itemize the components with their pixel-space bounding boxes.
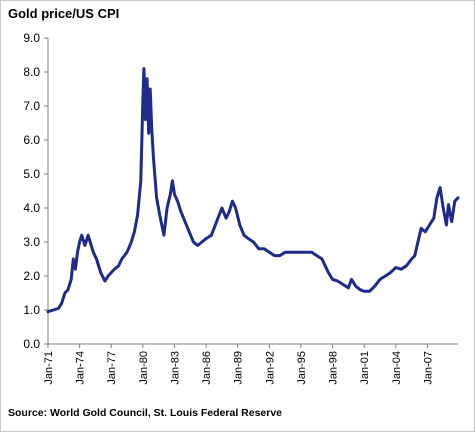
x-tick-label: Jan-80 xyxy=(138,351,150,385)
x-tick-label: Jan-74 xyxy=(75,351,87,385)
x-tick-label: Jan-07 xyxy=(422,351,434,385)
x-tick-label: Jan-86 xyxy=(201,351,213,385)
x-axis-ticks: Jan-71 Jan-74 Jan-77 Jan-80 Jan-83 Jan-86 Jan-… xyxy=(43,344,434,385)
gold-cpi-series-line xyxy=(46,67,460,314)
x-tick-label: Jan-77 xyxy=(106,351,118,385)
y-tick-label: 1.0 xyxy=(23,303,40,317)
chart-title: Gold price/US CPI xyxy=(8,6,120,21)
y-tick-label: 2.0 xyxy=(23,269,40,283)
x-tick-label: Jan-89 xyxy=(233,351,245,385)
x-tick-label: Jan-83 xyxy=(169,351,181,385)
y-tick-label: 0.0 xyxy=(23,337,40,351)
x-tick-label: Jan-98 xyxy=(328,351,340,385)
x-tick-label: Jan-92 xyxy=(264,351,276,385)
chart-source: Source: World Gold Council, St. Louis Fe… xyxy=(8,407,283,419)
x-tick-label: Jan-71 xyxy=(43,351,55,385)
y-tick-label: 6.0 xyxy=(23,133,40,147)
y-tick-label: 3.0 xyxy=(23,235,40,249)
x-tick-label: Jan-95 xyxy=(296,351,308,385)
y-axis-ticks: 0.0 1.0 2.0 3.0 4.0 5.0 6.0 7.0 8.0 9.0 xyxy=(23,31,48,351)
y-tick-label: 7.0 xyxy=(23,99,40,113)
y-tick-label: 8.0 xyxy=(23,65,40,79)
x-tick-label: Jan-01 xyxy=(359,351,371,385)
y-tick-label: 4.0 xyxy=(23,201,40,215)
y-tick-label: 5.0 xyxy=(23,167,40,181)
x-tick-label: Jan-04 xyxy=(391,351,403,385)
y-tick-label: 9.0 xyxy=(23,31,40,45)
